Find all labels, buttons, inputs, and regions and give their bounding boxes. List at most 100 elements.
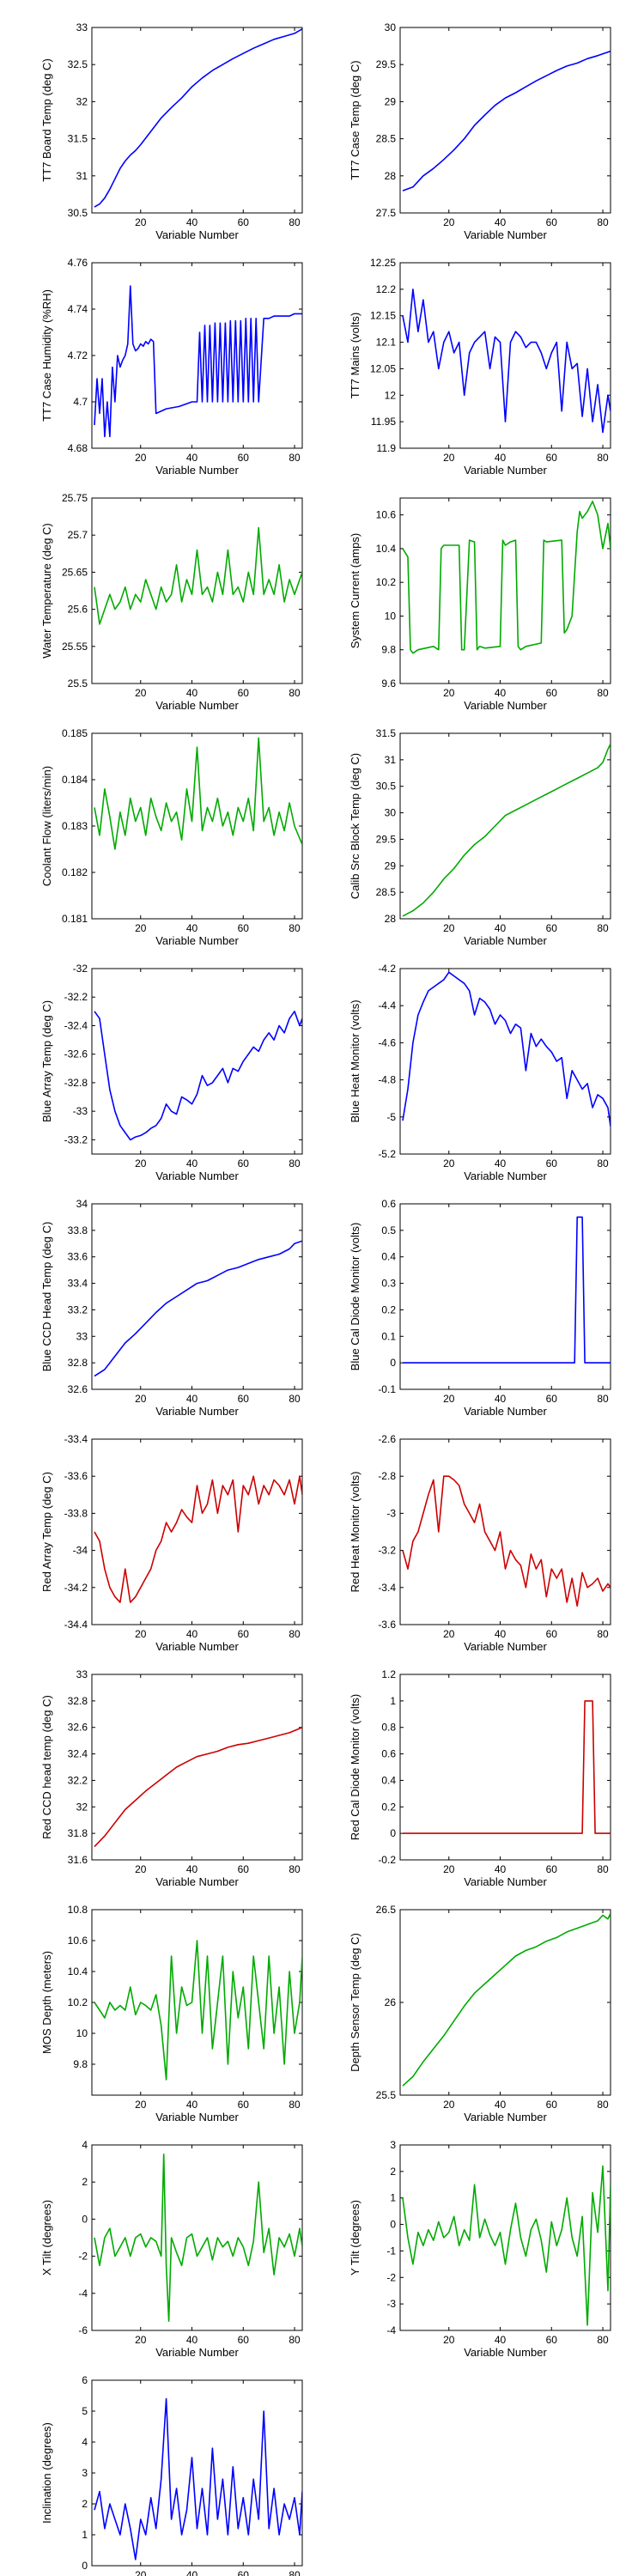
y-tick-label: 28 bbox=[385, 913, 397, 925]
y-tick-label: 33.2 bbox=[68, 1303, 88, 1315]
x-tick-label: 20 bbox=[443, 687, 455, 699]
y-tick-label: 32.5 bbox=[68, 58, 88, 70]
y-tick-label: 28 bbox=[385, 170, 397, 182]
x-tick-label: 60 bbox=[546, 216, 558, 228]
chart-panel-9: 20 40 60 80 -33.2 -33 -32.8 -32.6 -32.4 -32.2 -32 V… bbox=[40, 963, 303, 1182]
x-tick-label: 80 bbox=[289, 1863, 301, 1875]
y-tick-label: 30 bbox=[385, 21, 397, 33]
y-tick-label: -4 bbox=[78, 2287, 88, 2300]
y-tick-label: 30 bbox=[385, 807, 397, 819]
y-tick-label: -32.8 bbox=[64, 1077, 88, 1089]
chart-panel-6: 20 40 60 80 9.6 9.8 10 10.2 10.4 10.6 Variable Num… bbox=[349, 497, 611, 712]
x-tick-label: 60 bbox=[238, 687, 250, 699]
y-tick-label: 31 bbox=[385, 754, 397, 766]
x-tick-label: 60 bbox=[238, 2334, 250, 2346]
y-tick-label: 25.75 bbox=[62, 492, 88, 504]
x-tick-label: 80 bbox=[597, 452, 609, 464]
x-tick-label: 60 bbox=[546, 452, 558, 464]
y-tick-label: -33 bbox=[73, 1105, 88, 1117]
chart-panel-14: 20 40 60 80 -3.6 -3.4 -3.2 -3 -2.8 -2.6 Variable N… bbox=[349, 1433, 611, 1653]
x-tick-label: 80 bbox=[289, 2334, 301, 2346]
y-tick-label: -3.6 bbox=[378, 1619, 396, 1631]
y-tick-label: 29 bbox=[385, 860, 397, 872]
y-tick-label: 0.184 bbox=[62, 774, 88, 786]
y-tick-label: -34.2 bbox=[64, 1582, 88, 1594]
x-tick-label: 60 bbox=[546, 2099, 558, 2111]
plot-area bbox=[399, 732, 611, 920]
y-axis-label: X Tilt (degrees) bbox=[40, 2200, 53, 2275]
x-axis-label: Variable Number bbox=[464, 228, 547, 241]
x-tick-label: 20 bbox=[443, 922, 455, 934]
y-tick-label: 10 bbox=[76, 2027, 88, 2039]
x-tick-label: 80 bbox=[597, 1628, 609, 1640]
y-tick-label: 10.4 bbox=[68, 1965, 88, 1978]
x-tick-label: 60 bbox=[546, 1628, 558, 1640]
chart-panel-11: 20 40 60 80 32.6 32.8 33 33.2 33.4 33.6 33.8 34 Vari… bbox=[40, 1198, 303, 1418]
y-tick-label: 9.8 bbox=[73, 2058, 88, 2070]
plot-area bbox=[399, 1203, 611, 1390]
x-tick-label: 20 bbox=[135, 2569, 147, 2576]
y-tick-label: 28.5 bbox=[376, 886, 397, 898]
plot-area bbox=[91, 497, 303, 684]
x-tick-label: 20 bbox=[135, 687, 147, 699]
y-tick-label: 26.5 bbox=[376, 1904, 397, 1916]
series-line bbox=[403, 1216, 611, 1364]
chart-panel-10: 20 40 60 80 -5.2 -5 -4.8 -4.6 -4.4 -4.2 Variable N… bbox=[349, 963, 611, 1182]
chart-panel-21: 204060800123456Variable NumberInclinatio… bbox=[40, 2374, 303, 2576]
x-tick-label: 80 bbox=[289, 1628, 301, 1640]
y-tick-label: 25.5 bbox=[376, 2089, 397, 2101]
y-tick-label: 33.6 bbox=[68, 1251, 88, 1263]
x-axis-label: Variable Number bbox=[155, 1170, 239, 1182]
plot-area bbox=[399, 27, 611, 214]
series-line bbox=[402, 289, 611, 434]
chart-panel-2: 20 40 60 80 27.5 28 28.5 29 29.5 30 Variable Numbe… bbox=[349, 21, 611, 241]
x-axis-label: Variable Number bbox=[155, 1875, 239, 1888]
y-tick-label: 34 bbox=[76, 1198, 88, 1210]
x-tick-label: 80 bbox=[289, 922, 301, 934]
y-axis-label: Blue Array Temp (deg C) bbox=[40, 1000, 53, 1122]
y-tick-label: 31.5 bbox=[376, 727, 397, 739]
y-tick-label: 10.2 bbox=[68, 1996, 88, 2008]
y-tick-label: -2 bbox=[78, 2251, 88, 2263]
x-tick-label: 80 bbox=[597, 1393, 609, 1405]
y-tick-label: 10 bbox=[385, 610, 397, 622]
plot-area bbox=[91, 27, 303, 214]
series-line bbox=[94, 737, 302, 850]
y-axis-label: TT7 Case Temp (deg C) bbox=[349, 60, 361, 179]
y-tick-label: -33.2 bbox=[64, 1133, 88, 1145]
x-tick-label: 60 bbox=[238, 922, 250, 934]
y-tick-label: 3 bbox=[82, 2467, 88, 2479]
y-tick-label: 31.8 bbox=[68, 1827, 88, 1839]
series-line bbox=[402, 1475, 611, 1607]
x-tick-label: 60 bbox=[546, 1157, 558, 1170]
x-tick-label: 60 bbox=[546, 922, 558, 934]
y-tick-label: -32.2 bbox=[64, 991, 88, 1003]
x-tick-label: 80 bbox=[597, 1863, 609, 1875]
series-line bbox=[94, 1940, 302, 2081]
x-axis-label: Variable Number bbox=[155, 464, 239, 477]
y-tick-label: 29.5 bbox=[376, 833, 397, 845]
y-tick-label: -3 bbox=[386, 2298, 396, 2310]
x-tick-label: 40 bbox=[495, 687, 507, 699]
y-tick-label: 2 bbox=[82, 2498, 88, 2510]
y-tick-label: 25.55 bbox=[62, 641, 88, 653]
x-tick-label: 60 bbox=[238, 1393, 250, 1405]
x-tick-label: 80 bbox=[597, 1157, 609, 1170]
x-tick-label: 60 bbox=[238, 1157, 250, 1170]
x-tick-label: 60 bbox=[238, 452, 250, 464]
y-tick-label: 27.5 bbox=[376, 207, 397, 219]
y-tick-label: -4.4 bbox=[378, 999, 396, 1012]
y-tick-label: -3.4 bbox=[378, 1582, 396, 1594]
y-tick-label: 4.7 bbox=[73, 396, 88, 408]
x-tick-label: 40 bbox=[495, 2099, 507, 2111]
y-tick-label: 0.2 bbox=[381, 1303, 396, 1315]
x-tick-label: 40 bbox=[186, 452, 198, 464]
chart-panel-13: 20 40 60 80 -34.4 -34.2 -34 -33.8 -33.6 -33.4 Vari… bbox=[40, 1433, 303, 1653]
y-tick-label: 25.6 bbox=[68, 604, 88, 616]
plot-area bbox=[91, 2379, 303, 2567]
y-axis-label: Inclination (degrees) bbox=[40, 2422, 53, 2524]
y-tick-label: 4.68 bbox=[68, 442, 88, 454]
series-line bbox=[94, 1726, 302, 1848]
chart-panel-17: 20 40 60 80 9.8 10 10.2 10.4 10.6 10.8 Variable Nu… bbox=[40, 1904, 303, 2123]
